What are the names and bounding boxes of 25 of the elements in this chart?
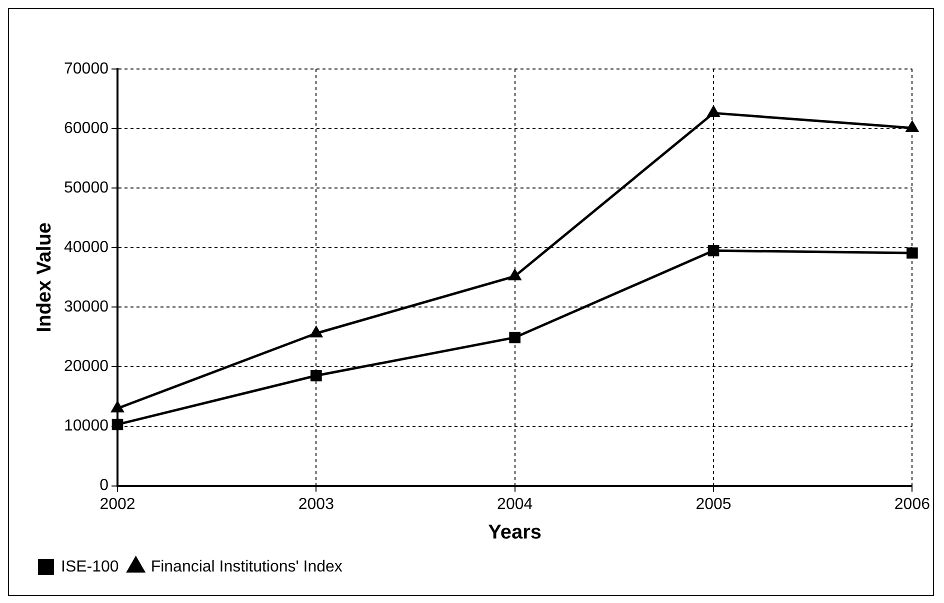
y-tick-label: 0	[100, 477, 109, 494]
x-tick-label: 2006	[894, 496, 930, 513]
y-tick-label: 70000	[64, 60, 109, 78]
y-tick-label: 50000	[64, 179, 109, 196]
y-tick-label: 10000	[64, 418, 109, 435]
x-tick-label: 2002	[100, 496, 136, 513]
point	[706, 105, 720, 118]
x-tick-label: 2003	[298, 496, 334, 513]
point	[509, 332, 521, 344]
point	[708, 244, 720, 256]
point	[905, 120, 920, 132]
point	[112, 418, 124, 430]
y-axis-title: Index Value	[34, 222, 56, 332]
point	[906, 247, 918, 259]
y-tick-label: 40000	[64, 239, 109, 256]
x-axis-title: Years	[488, 522, 542, 544]
legend-label: ISE-100	[61, 558, 119, 576]
point	[310, 370, 322, 382]
x-tick-label: 2004	[497, 496, 533, 513]
y-tick-label: 30000	[64, 298, 109, 316]
y-tick-label: 20000	[64, 358, 109, 376]
x-tick-label: 2005	[696, 496, 732, 513]
y-tick-label: 60000	[64, 120, 109, 137]
legend-label: Financial Institutions' Index	[150, 558, 342, 576]
point	[508, 268, 522, 280]
